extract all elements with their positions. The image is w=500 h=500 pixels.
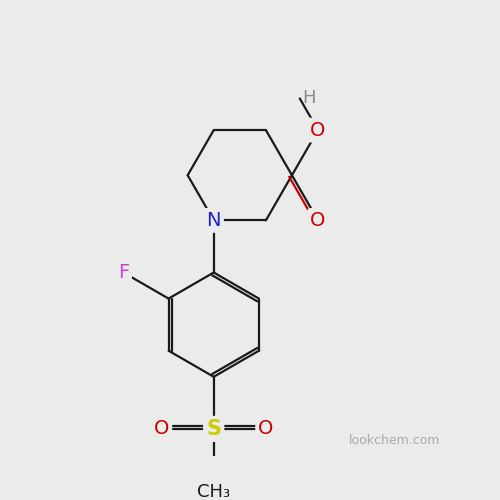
Text: F: F [118, 263, 129, 282]
Text: S: S [206, 419, 221, 439]
Text: H: H [302, 90, 316, 108]
Text: CH₃: CH₃ [197, 484, 230, 500]
Text: N: N [206, 211, 221, 230]
Text: lookchem.com: lookchem.com [350, 434, 441, 447]
Text: O: O [258, 420, 274, 438]
Text: O: O [310, 211, 326, 230]
Text: O: O [310, 120, 326, 140]
Text: O: O [154, 420, 170, 438]
